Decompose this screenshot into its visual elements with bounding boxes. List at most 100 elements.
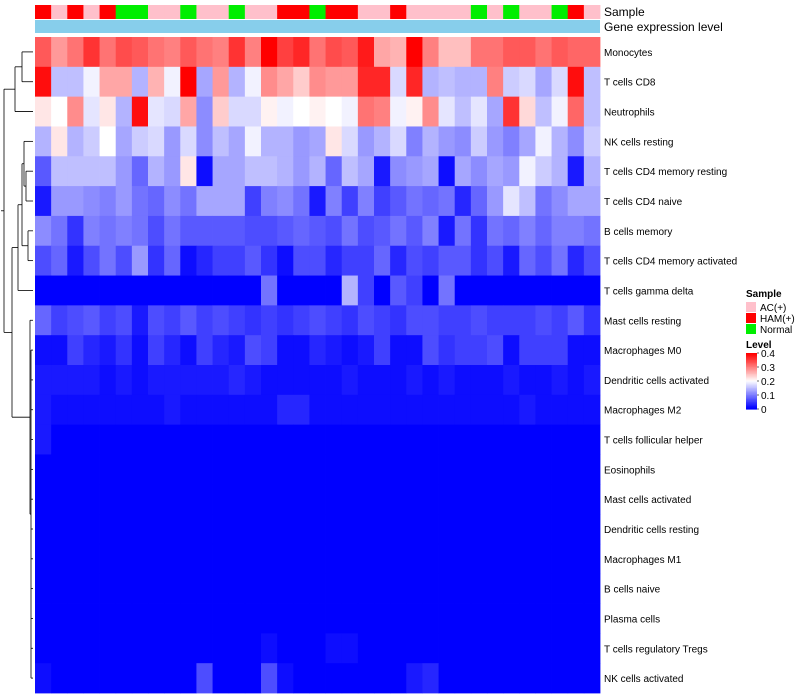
heatmap-cell: [131, 156, 149, 187]
heatmap-cell: [309, 424, 326, 455]
heatmap-cell: [503, 66, 520, 98]
heatmap-cell: [261, 186, 278, 217]
heatmap-cell: [196, 514, 213, 545]
heatmap-cell: [277, 365, 294, 396]
heatmap-cell: [454, 424, 472, 455]
heatmap-cell: [261, 305, 278, 336]
heatmap-cell: [583, 514, 601, 545]
row-label: Macrophages M1: [604, 555, 682, 566]
heatmap-cell: [374, 126, 391, 157]
sample-annotation-cell: [83, 5, 100, 19]
heatmap-cell: [99, 335, 117, 366]
heatmap-cell: [261, 96, 278, 127]
heatmap-cell: [374, 603, 391, 634]
heatmap-cell: [83, 335, 100, 366]
sample-annotation-cell: [454, 5, 472, 19]
sample-annotation-cell: [244, 5, 262, 19]
heatmap-cell: [67, 37, 84, 68]
heatmap-cell: [454, 454, 472, 485]
heatmap-cell: [583, 96, 601, 127]
heatmap-cell: [277, 633, 294, 664]
heatmap-cell: [341, 603, 359, 634]
heatmap-cell: [228, 126, 246, 157]
heatmap-cell: [212, 215, 230, 247]
sample-annotation-cell: [535, 5, 552, 19]
heatmap-cell: [83, 543, 100, 575]
heatmap-cell: [277, 514, 294, 545]
heatmap-cell: [164, 335, 181, 366]
legend-sample-label: AC(+): [760, 303, 786, 314]
heatmap-cell: [131, 126, 149, 157]
heatmap-cell: [470, 245, 488, 276]
heatmap-cell: [519, 335, 536, 366]
heatmap-cell: [83, 37, 100, 68]
sample-annotation-cell: [422, 5, 439, 19]
heatmap-cell: [293, 484, 310, 515]
heatmap-cell: [51, 454, 68, 485]
heatmap-cell: [115, 663, 133, 694]
heatmap-cell: [67, 186, 84, 217]
heatmap-cell: [293, 663, 310, 694]
heatmap-cell: [51, 633, 68, 664]
heatmap-cell: [148, 215, 165, 247]
heatmap-cell: [470, 156, 488, 187]
heatmap-cell: [212, 186, 230, 217]
heatmap-cell: [422, 305, 439, 336]
heatmap-cell: [131, 365, 149, 396]
heatmap-cell: [244, 454, 262, 485]
heatmap-cell: [228, 543, 246, 575]
row-label: NK cells resting: [604, 137, 673, 148]
heatmap-cell: [406, 633, 423, 664]
heatmap-cell: [583, 156, 601, 187]
heatmap-cell: [406, 663, 423, 694]
heatmap-cell: [390, 633, 407, 664]
heatmap-cell: [277, 37, 294, 68]
sample-annotation-cell: [51, 5, 68, 19]
heatmap-cell: [470, 126, 488, 157]
legend-gradient-step: [746, 383, 757, 386]
legend-level-label: 0.3: [761, 363, 775, 374]
heatmap-cell: [519, 66, 536, 98]
heatmap-cell: [567, 633, 585, 664]
heatmap-cell: [503, 96, 520, 127]
heatmap-cell: [277, 394, 294, 426]
heatmap-cell: [406, 66, 423, 98]
heatmap-cell: [164, 66, 181, 98]
row-label: B cells naive: [604, 585, 661, 596]
row-label: Dendritic cells activated: [604, 376, 709, 387]
heatmap-cell: [551, 663, 569, 694]
row-label: T cells follicular helper: [604, 436, 703, 447]
legend-gradient-step: [746, 395, 757, 397]
legend-level-label: 0.2: [761, 377, 775, 388]
heatmap-cell: [390, 186, 407, 217]
heatmap-cell: [212, 305, 230, 336]
heatmap-cell: [325, 335, 343, 366]
legend-level-label: 0.1: [761, 391, 775, 402]
heatmap-cell: [261, 365, 278, 396]
sample-annotation-cell: [519, 5, 536, 19]
heatmap-cell: [67, 573, 84, 604]
heatmap-cell: [115, 543, 133, 575]
heatmap-cell: [325, 156, 343, 187]
heatmap-cell: [567, 305, 585, 336]
heatmap-cell: [422, 156, 439, 187]
heatmap-cell: [341, 633, 359, 664]
row-label: Macrophages M2: [604, 406, 682, 417]
heatmap-cell: [131, 275, 149, 306]
heatmap-cell: [309, 37, 326, 68]
heatmap-cell: [244, 603, 262, 634]
heatmap-cell: [487, 573, 504, 604]
heatmap-cell: [438, 126, 456, 157]
annotation-tracks: [35, 5, 601, 33]
heatmap-cell: [583, 365, 601, 396]
heatmap-cell: [212, 424, 230, 455]
heatmap-cell: [390, 424, 407, 455]
heatmap-cell: [535, 484, 552, 515]
heatmap-cell: [438, 454, 456, 485]
heatmap-cell: [277, 66, 294, 98]
heatmap-cell: [115, 215, 133, 247]
heatmap-cell: [454, 66, 472, 98]
heatmap-cell: [357, 335, 375, 366]
heatmap-cell: [309, 275, 326, 306]
heatmap-cell: [357, 186, 375, 217]
